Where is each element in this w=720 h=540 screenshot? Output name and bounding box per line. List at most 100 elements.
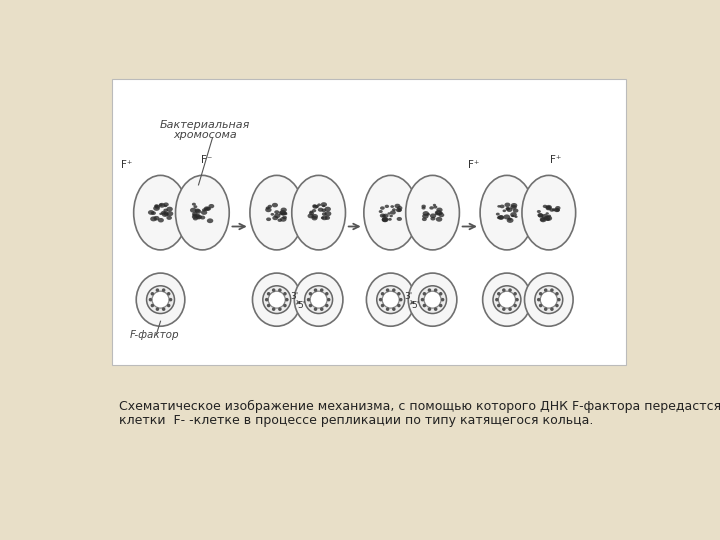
Circle shape bbox=[439, 304, 443, 307]
Ellipse shape bbox=[505, 202, 510, 207]
Ellipse shape bbox=[433, 204, 436, 206]
Ellipse shape bbox=[544, 215, 551, 221]
Ellipse shape bbox=[435, 211, 438, 214]
Ellipse shape bbox=[318, 207, 323, 212]
Circle shape bbox=[150, 304, 154, 307]
Ellipse shape bbox=[134, 176, 187, 250]
Circle shape bbox=[502, 288, 505, 292]
Ellipse shape bbox=[390, 205, 394, 208]
Circle shape bbox=[428, 288, 431, 292]
Ellipse shape bbox=[204, 206, 210, 211]
Circle shape bbox=[550, 288, 554, 292]
Circle shape bbox=[272, 288, 276, 292]
Ellipse shape bbox=[274, 213, 281, 218]
Text: 3': 3' bbox=[405, 292, 413, 301]
Ellipse shape bbox=[158, 203, 165, 208]
Circle shape bbox=[535, 286, 563, 314]
Text: Схематическое изображение механизма, с помощью которого ДНК F-фактора передастся: Схематическое изображение механизма, с п… bbox=[120, 400, 720, 413]
Circle shape bbox=[278, 307, 282, 311]
Circle shape bbox=[150, 292, 154, 295]
Ellipse shape bbox=[315, 205, 319, 208]
Ellipse shape bbox=[380, 206, 384, 210]
Ellipse shape bbox=[271, 213, 274, 216]
Circle shape bbox=[379, 298, 382, 301]
Circle shape bbox=[540, 291, 557, 308]
Ellipse shape bbox=[207, 218, 213, 223]
Ellipse shape bbox=[190, 208, 197, 213]
Circle shape bbox=[147, 286, 174, 314]
Circle shape bbox=[544, 288, 547, 292]
Circle shape bbox=[263, 286, 291, 314]
Circle shape bbox=[377, 286, 405, 314]
Ellipse shape bbox=[513, 208, 518, 213]
Text: 5': 5' bbox=[297, 301, 306, 309]
Circle shape bbox=[557, 298, 561, 301]
Circle shape bbox=[267, 304, 271, 307]
Circle shape bbox=[162, 288, 166, 292]
Circle shape bbox=[381, 304, 384, 307]
Circle shape bbox=[508, 288, 512, 292]
Ellipse shape bbox=[162, 212, 168, 217]
Ellipse shape bbox=[547, 214, 551, 217]
Circle shape bbox=[539, 292, 542, 295]
Circle shape bbox=[537, 298, 541, 301]
Circle shape bbox=[434, 307, 438, 311]
Ellipse shape bbox=[282, 212, 286, 215]
Ellipse shape bbox=[382, 218, 387, 221]
Circle shape bbox=[309, 292, 312, 295]
Circle shape bbox=[278, 288, 282, 292]
Circle shape bbox=[283, 292, 287, 295]
Circle shape bbox=[516, 298, 519, 301]
Ellipse shape bbox=[153, 216, 160, 220]
Ellipse shape bbox=[421, 206, 426, 210]
Text: F-фактор: F-фактор bbox=[130, 330, 179, 340]
Ellipse shape bbox=[206, 207, 211, 211]
Circle shape bbox=[386, 307, 390, 311]
Ellipse shape bbox=[193, 217, 198, 220]
Circle shape bbox=[283, 304, 287, 307]
Circle shape bbox=[495, 298, 499, 301]
Ellipse shape bbox=[422, 214, 428, 219]
Ellipse shape bbox=[325, 207, 331, 212]
Circle shape bbox=[285, 298, 289, 301]
Ellipse shape bbox=[436, 210, 442, 215]
Ellipse shape bbox=[540, 218, 545, 221]
Ellipse shape bbox=[266, 218, 271, 221]
Circle shape bbox=[550, 307, 554, 311]
Circle shape bbox=[392, 288, 395, 292]
Ellipse shape bbox=[250, 176, 304, 250]
Ellipse shape bbox=[192, 214, 197, 217]
Ellipse shape bbox=[430, 213, 436, 218]
Ellipse shape bbox=[541, 214, 548, 219]
Circle shape bbox=[272, 307, 276, 311]
Ellipse shape bbox=[322, 205, 325, 207]
Ellipse shape bbox=[279, 211, 282, 214]
Ellipse shape bbox=[202, 208, 206, 212]
Ellipse shape bbox=[274, 210, 279, 214]
Circle shape bbox=[544, 307, 547, 311]
Ellipse shape bbox=[498, 205, 500, 207]
Ellipse shape bbox=[310, 211, 313, 213]
Ellipse shape bbox=[164, 212, 168, 216]
Ellipse shape bbox=[266, 206, 270, 210]
Ellipse shape bbox=[253, 273, 301, 326]
Ellipse shape bbox=[151, 211, 156, 215]
Ellipse shape bbox=[511, 215, 514, 217]
Ellipse shape bbox=[195, 209, 202, 214]
Text: F⁺: F⁺ bbox=[550, 156, 562, 165]
Ellipse shape bbox=[388, 218, 392, 221]
Ellipse shape bbox=[366, 273, 415, 326]
Circle shape bbox=[381, 292, 384, 295]
Ellipse shape bbox=[292, 176, 346, 250]
Ellipse shape bbox=[277, 219, 282, 222]
Ellipse shape bbox=[268, 205, 272, 208]
Ellipse shape bbox=[549, 208, 554, 212]
Circle shape bbox=[397, 304, 400, 307]
Ellipse shape bbox=[387, 212, 391, 215]
Ellipse shape bbox=[379, 213, 385, 218]
FancyBboxPatch shape bbox=[112, 79, 626, 365]
Circle shape bbox=[314, 288, 318, 292]
Text: F⁺: F⁺ bbox=[468, 160, 479, 170]
Ellipse shape bbox=[192, 202, 196, 206]
Ellipse shape bbox=[382, 214, 386, 218]
